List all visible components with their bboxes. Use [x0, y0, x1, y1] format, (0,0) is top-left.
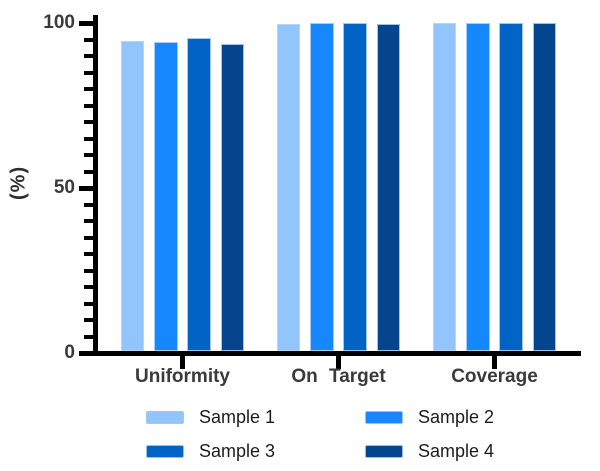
y-minor-tick — [84, 120, 93, 124]
y-minor-tick — [84, 54, 93, 58]
y-minor-tick — [84, 318, 93, 322]
y-minor-tick — [84, 87, 93, 91]
y-minor-tick — [84, 219, 93, 223]
bar-uniformity-sample-4 — [220, 44, 245, 351]
bar-uniformity-sample-1 — [120, 40, 145, 351]
x-category-tick — [180, 356, 185, 369]
y-minor-tick — [84, 37, 93, 42]
bar-on-target-sample-4 — [376, 23, 401, 351]
y-minor-tick — [84, 70, 93, 75]
y-minor-tick — [84, 153, 93, 157]
legend-swatch-sample-1 — [146, 411, 184, 424]
y-minor-tick — [84, 235, 93, 240]
y-minor-tick — [84, 252, 93, 256]
category-label-on-target: On Target — [291, 366, 386, 387]
y-minor-tick — [84, 136, 93, 141]
y-minor-tick — [84, 268, 93, 273]
bar-coverage-sample-3 — [499, 22, 523, 351]
y-minor-tick — [84, 301, 93, 306]
bar-coverage-sample-1 — [432, 22, 457, 351]
y-minor-tick — [84, 285, 93, 289]
x-category-tick — [492, 356, 497, 369]
bar-coverage-sample-4 — [532, 22, 557, 351]
y-tick-label: 0 — [64, 342, 75, 363]
legend-label-sample-2: Sample 2 — [418, 407, 495, 427]
y-minor-tick — [84, 169, 93, 174]
bar-on-target-sample-3 — [343, 22, 367, 351]
y-major-tick — [79, 20, 93, 26]
legend-swatch-sample-2 — [365, 411, 403, 424]
y-minor-tick — [84, 103, 93, 108]
bar-on-target-sample-1 — [276, 23, 301, 351]
legend-label-sample-1: Sample 1 — [199, 407, 276, 427]
y-axis-spine — [93, 15, 98, 356]
bar-uniformity-sample-3 — [187, 37, 211, 351]
bar-on-target-sample-2 — [310, 22, 334, 351]
legend-label-sample-4: Sample 4 — [418, 441, 495, 461]
x-category-tick — [336, 356, 341, 369]
legend-swatch-sample-3 — [146, 445, 184, 458]
y-major-tick — [79, 185, 93, 191]
x-axis-spine — [93, 351, 581, 356]
legend-swatch-sample-4 — [365, 445, 403, 458]
bar-coverage-sample-2 — [466, 22, 490, 351]
legend-label-sample-3: Sample 3 — [199, 441, 276, 461]
y-minor-tick — [84, 334, 93, 339]
y-major-tick — [79, 350, 93, 356]
category-label-uniformity: Uniformity — [135, 366, 230, 387]
y-minor-tick — [84, 202, 93, 207]
y-tick-label: 100 — [43, 12, 75, 33]
bar-uniformity-sample-2 — [154, 42, 178, 351]
category-label-coverage: Coverage — [451, 366, 538, 387]
y-tick-label: 50 — [53, 177, 75, 198]
